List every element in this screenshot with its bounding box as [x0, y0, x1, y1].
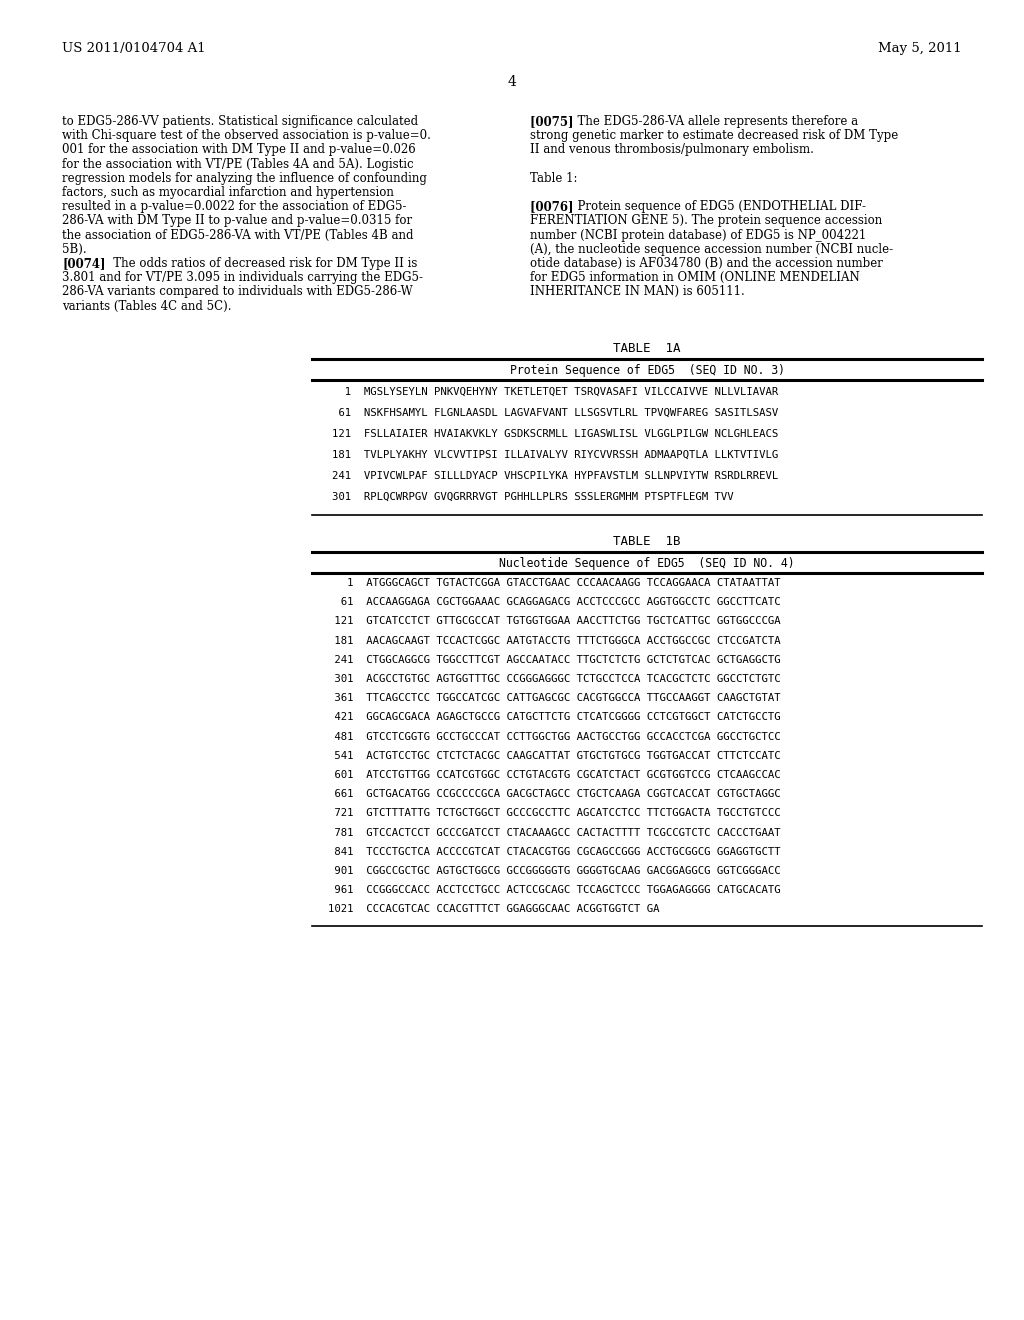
Text: Protein Sequence of EDG5  (SEQ ID NO. 3): Protein Sequence of EDG5 (SEQ ID NO. 3) [510, 364, 784, 378]
Text: 961  CCGGGCCACC ACCTCCTGCC ACTCCGCAGC TCCAGCTCCC TGGAGAGGGG CATGCACATG: 961 CCGGGCCACC ACCTCCTGCC ACTCCGCAGC TCC… [328, 886, 780, 895]
Text: 901  CGGCCGCTGC AGTGCTGGCG GCCGGGGGTG GGGGTGCAAG GACGGAGGCG GGTCGGGACC: 901 CGGCCGCTGC AGTGCTGGCG GCCGGGGGTG GGG… [328, 866, 780, 876]
Text: 361  TTCAGCCTCC TGGCCATCGC CATTGAGCGC CACGTGGCCA TTGCCAAGGT CAAGCTGTAT: 361 TTCAGCCTCC TGGCCATCGC CATTGAGCGC CAC… [328, 693, 780, 704]
Text: The odds ratios of decreased risk for DM Type II is: The odds ratios of decreased risk for DM… [102, 257, 418, 271]
Text: US 2011/0104704 A1: US 2011/0104704 A1 [62, 42, 206, 55]
Text: 541  ACTGTCCTGC CTCTCTACGC CAAGCATTAT GTGCTGTGCG TGGTGACCAT CTTCTCCATC: 541 ACTGTCCTGC CTCTCTACGC CAAGCATTAT GTG… [328, 751, 780, 760]
Text: variants (Tables 4C and 5C).: variants (Tables 4C and 5C). [62, 300, 231, 313]
Text: INHERITANCE IN MAN) is 605111.: INHERITANCE IN MAN) is 605111. [530, 285, 744, 298]
Text: TABLE  1B: TABLE 1B [613, 535, 681, 548]
Text: number (NCBI protein database) of EDG5 is NP_004221: number (NCBI protein database) of EDG5 i… [530, 228, 866, 242]
Text: resulted in a p-value=0.0022 for the association of EDG5-: resulted in a p-value=0.0022 for the ass… [62, 201, 407, 214]
Text: 181  TVLPLYAKHY VLCVVTIPSI ILLAIVALYV RIYCVVRSSH ADMAAPQTLA LLKTVTIVLG: 181 TVLPLYAKHY VLCVVTIPSI ILLAIVALYV RIY… [332, 450, 778, 459]
Text: 61  NSKFHSAMYL FLGNLAASDL LAGVAFVANT LLSGSVTLRL TPVQWFAREG SASITLSASV: 61 NSKFHSAMYL FLGNLAASDL LAGVAFVANT LLSG… [332, 408, 778, 418]
Text: strong genetic marker to estimate decreased risk of DM Type: strong genetic marker to estimate decrea… [530, 129, 898, 143]
Text: 121  GTCATCCTCT GTTGCGCCAT TGTGGTGGAA AACCTTCTGG TGCTCATTGC GGTGGCCCGA: 121 GTCATCCTCT GTTGCGCCAT TGTGGTGGAA AAC… [328, 616, 780, 627]
Text: 181  AACAGCAAGT TCCACTCGGC AATGTACCTG TTTCTGGGCA ACCTGGCCGC CTCCGATCTA: 181 AACAGCAAGT TCCACTCGGC AATGTACCTG TTT… [328, 636, 780, 645]
Text: 721  GTCTTTATTG TCTGCTGGCT GCCCGCCTTC AGCATCCTCC TTCTGGACTA TGCCTGTCCC: 721 GTCTTTATTG TCTGCTGGCT GCCCGCCTTC AGC… [328, 808, 780, 818]
Text: Nucleotide Sequence of EDG5  (SEQ ID NO. 4): Nucleotide Sequence of EDG5 (SEQ ID NO. … [499, 557, 795, 570]
Text: for EDG5 information in OMIM (ONLINE MENDELIAN: for EDG5 information in OMIM (ONLINE MEN… [530, 271, 860, 284]
Text: 3.801 and for VT/PE 3.095 in individuals carrying the EDG5-: 3.801 and for VT/PE 3.095 in individuals… [62, 271, 423, 284]
Text: 286-VA variants compared to individuals with EDG5-286-W: 286-VA variants compared to individuals … [62, 285, 413, 298]
Text: 1021  CCCACGTCAC CCACGTTTCT GGAGGGCAAC ACGGTGGTCT GA: 1021 CCCACGTCAC CCACGTTTCT GGAGGGCAAC AC… [328, 904, 659, 915]
Text: 241  VPIVCWLPAF SILLLDYACP VHSCPILYKA HYPFAVSTLM SLLNPVIYTW RSRDLRREVL: 241 VPIVCWLPAF SILLLDYACP VHSCPILYKA HYP… [332, 471, 778, 480]
Text: The EDG5-286-VA allele represents therefore a: The EDG5-286-VA allele represents theref… [570, 115, 858, 128]
Text: 1  MGSLYSEYLN PNKVQEHYNY TKETLETQET TSRQVASAFI VILCCAIVVE NLLVLIAVAR: 1 MGSLYSEYLN PNKVQEHYNY TKETLETQET TSRQV… [332, 387, 778, 397]
Text: [0076]: [0076] [530, 201, 578, 214]
Text: (A), the nucleotide sequence accession number (NCBI nucle-: (A), the nucleotide sequence accession n… [530, 243, 893, 256]
Text: May 5, 2011: May 5, 2011 [879, 42, 962, 55]
Text: 301  ACGCCTGTGC AGTGGTTTGC CCGGGAGGGC TCTGCCTCCA TCACGCTCTC GGCCTCTGTC: 301 ACGCCTGTGC AGTGGTTTGC CCGGGAGGGC TCT… [328, 675, 780, 684]
Text: 5B).: 5B). [62, 243, 87, 256]
Text: 001 for the association with DM Type II and p-value=0.026: 001 for the association with DM Type II … [62, 144, 416, 156]
Text: 61  ACCAAGGAGA CGCTGGAAAC GCAGGAGACG ACCTCCCGCC AGGTGGCCTC GGCCTTCATC: 61 ACCAAGGAGA CGCTGGAAAC GCAGGAGACG ACCT… [328, 597, 780, 607]
Text: II and venous thrombosis/pulmonary embolism.: II and venous thrombosis/pulmonary embol… [530, 144, 814, 156]
Text: Table 1:: Table 1: [530, 172, 578, 185]
Text: 121  FSLLAIAIER HVAIAKVKLY GSDKSCRMLL LIGASWLISL VLGGLPILGW NCLGHLEACS: 121 FSLLAIAIER HVAIAKVKLY GSDKSCRMLL LIG… [332, 429, 778, 440]
Text: 241  CTGGCAGGCG TGGCCTTCGT AGCCAATACC TTGCTCTCTG GCTCTGTCAC GCTGAGGCTG: 241 CTGGCAGGCG TGGCCTTCGT AGCCAATACC TTG… [328, 655, 780, 665]
Text: regression models for analyzing the influence of confounding: regression models for analyzing the infl… [62, 172, 427, 185]
Text: with Chi-square test of the observed association is p-value=0.: with Chi-square test of the observed ass… [62, 129, 431, 143]
Text: 286-VA with DM Type II to p-value and p-value=0.0315 for: 286-VA with DM Type II to p-value and p-… [62, 214, 412, 227]
Text: 4: 4 [508, 75, 516, 88]
Text: otide database) is AF034780 (B) and the accession number: otide database) is AF034780 (B) and the … [530, 257, 883, 271]
Text: 841  TCCCTGCTCA ACCCCGTCAT CTACACGTGG CGCAGCCGGG ACCTGCGGCG GGAGGTGCTT: 841 TCCCTGCTCA ACCCCGTCAT CTACACGTGG CGC… [328, 847, 780, 857]
Text: 661  GCTGACATGG CCGCCCCGCA GACGCTAGCC CTGCTCAAGA CGGTCACCAT CGTGCTAGGC: 661 GCTGACATGG CCGCCCCGCA GACGCTAGCC CTG… [328, 789, 780, 799]
Text: 301  RPLQCWRPGV GVQGRRRVGT PGHHLLPLRS SSSLERGMHM PTSPTFLEGM TVV: 301 RPLQCWRPGV GVQGRRRVGT PGHHLLPLRS SSS… [332, 492, 733, 502]
Text: 481  GTCCTCGGTG GCCTGCCCAT CCTTGGCTGG AACTGCCTGG GCCACCTCGA GGCCTGCTCC: 481 GTCCTCGGTG GCCTGCCCAT CCTTGGCTGG AAC… [328, 731, 780, 742]
Text: the association of EDG5-286-VA with VT/PE (Tables 4B and: the association of EDG5-286-VA with VT/P… [62, 228, 414, 242]
Text: 601  ATCCTGTTGG CCATCGTGGC CCTGTACGTG CGCATCTACT GCGTGGTCCG CTCAAGCCAC: 601 ATCCTGTTGG CCATCGTGGC CCTGTACGTG CGC… [328, 770, 780, 780]
Text: Protein sequence of EDG5 (ENDOTHELIAL DIF-: Protein sequence of EDG5 (ENDOTHELIAL DI… [570, 201, 866, 214]
Text: 1  ATGGGCAGCT TGTACTCGGA GTACCTGAAC CCCAACAAGG TCCAGGAACA CTATAATTAT: 1 ATGGGCAGCT TGTACTCGGA GTACCTGAAC CCCAA… [328, 578, 780, 587]
Text: 781  GTCCACTCCT GCCCGATCCT CTACAAAGCC CACTACTTTT TCGCCGTCTC CACCCTGAAT: 781 GTCCACTCCT GCCCGATCCT CTACAAAGCC CAC… [328, 828, 780, 838]
Text: 421  GGCAGCGACA AGAGCTGCCG CATGCTTCTG CTCATCGGGG CCTCGTGGCT CATCTGCCTG: 421 GGCAGCGACA AGAGCTGCCG CATGCTTCTG CTC… [328, 713, 780, 722]
Text: for the association with VT/PE (Tables 4A and 5A). Logistic: for the association with VT/PE (Tables 4… [62, 157, 414, 170]
Text: [0074]: [0074] [62, 257, 105, 271]
Text: [0075]: [0075] [530, 115, 578, 128]
Text: factors, such as myocardial infarction and hypertension: factors, such as myocardial infarction a… [62, 186, 394, 199]
Text: to EDG5-286-VV patients. Statistical significance calculated: to EDG5-286-VV patients. Statistical sig… [62, 115, 418, 128]
Text: TABLE  1A: TABLE 1A [613, 342, 681, 355]
Text: FERENTIATION GENE 5). The protein sequence accession: FERENTIATION GENE 5). The protein sequen… [530, 214, 883, 227]
